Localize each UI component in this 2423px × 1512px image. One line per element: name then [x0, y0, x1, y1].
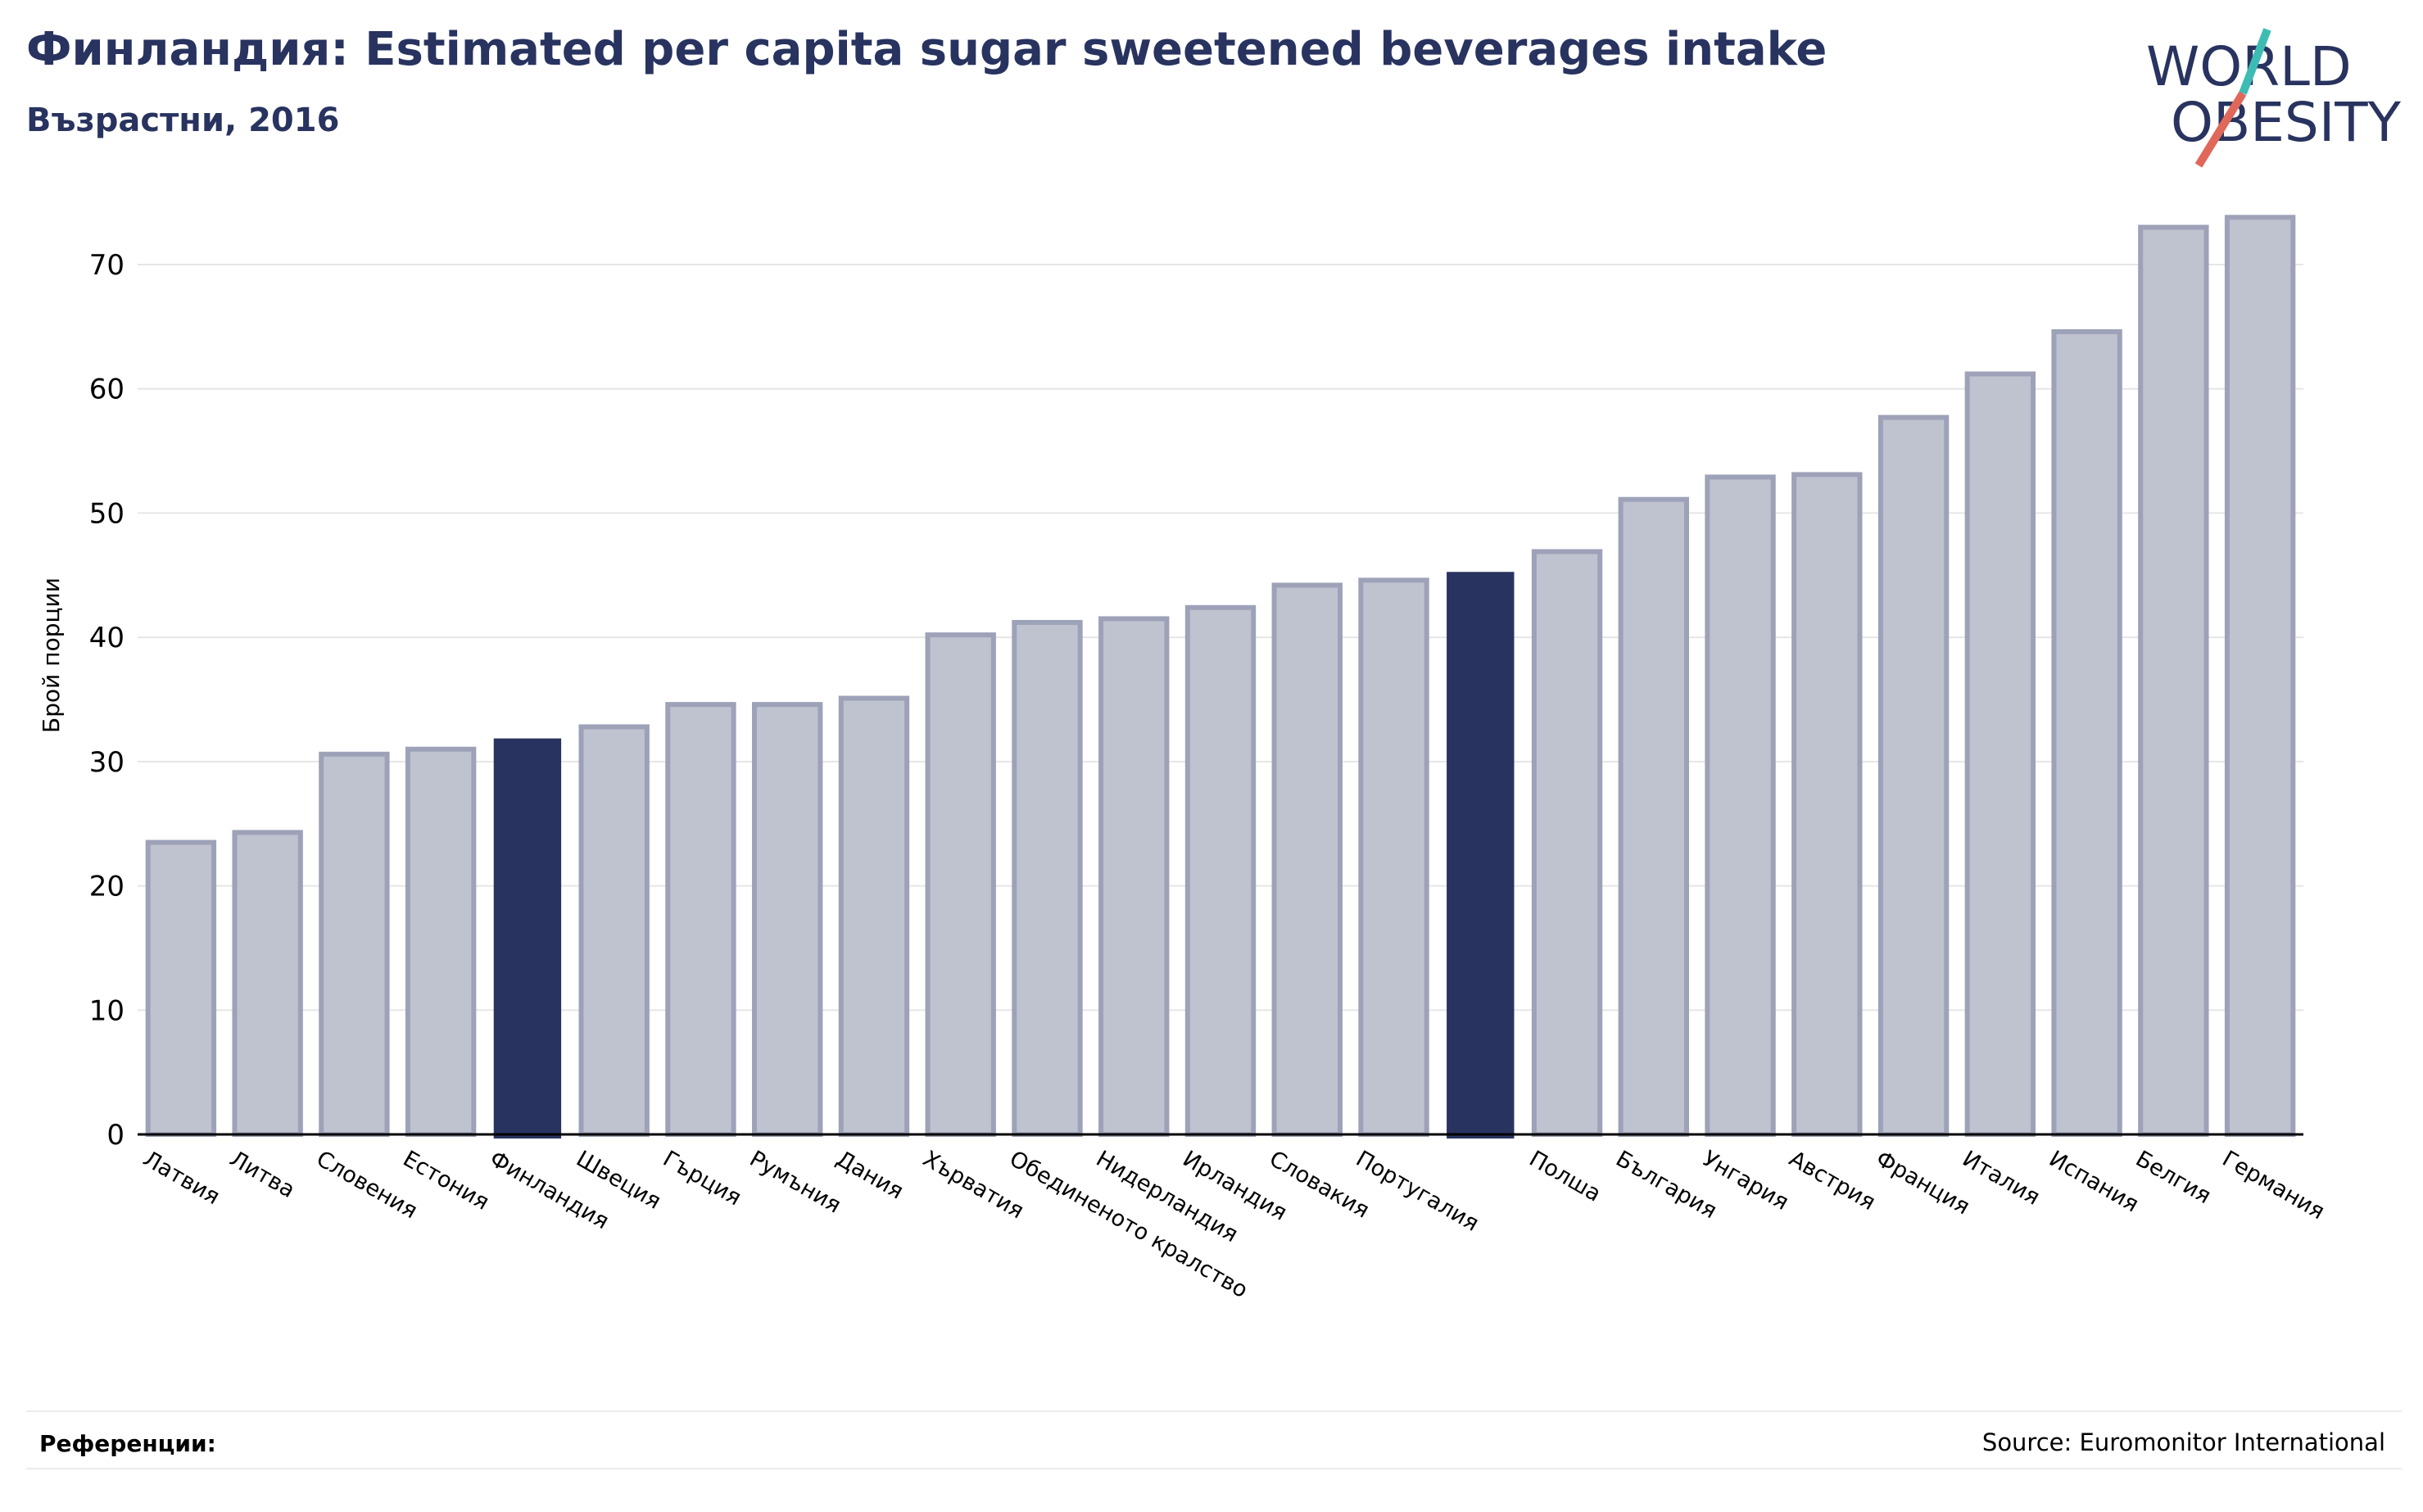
bar	[405, 746, 477, 1138]
x-tick-label: Португалия	[1352, 1146, 1483, 1237]
bar-highlighted	[493, 738, 562, 1139]
footer-bottom-divider	[26, 1468, 2402, 1469]
bar	[925, 632, 996, 1137]
bar	[1705, 474, 1776, 1137]
y-tick-label: 70	[89, 249, 125, 282]
world-obesity-logo: WORLD OBESITY	[2146, 28, 2402, 168]
bar	[578, 724, 650, 1137]
bar-chart: 0 10 20 30 40 50 60 70 Латвия Литва СловенияЕстон…	[38, 215, 2329, 1303]
bar	[1791, 472, 1863, 1137]
bar	[665, 702, 736, 1137]
bar	[838, 695, 910, 1137]
y-tick-label: 0	[106, 1119, 125, 1152]
x-tick-label: Литва	[225, 1146, 299, 1203]
bar	[232, 830, 303, 1137]
bar	[1012, 619, 1083, 1137]
source-text: Source: Euromonitor International	[1981, 1428, 2385, 1456]
bar	[2051, 328, 2122, 1137]
y-tick-labels: 0 10 20 30 40 50 60 70	[89, 249, 125, 1152]
bar	[1964, 371, 2036, 1138]
x-tick-labels: Латвия Литва СловенияЕстонияФинландияШвеци…	[138, 1146, 2329, 1303]
x-tick-label: Испания	[2045, 1146, 2143, 1217]
bar	[1098, 616, 1170, 1137]
y-tick-label: 20	[89, 871, 125, 903]
y-tick-label: 10	[89, 994, 125, 1027]
footer-top-divider	[26, 1410, 2402, 1412]
y-tick-label: 40	[89, 622, 125, 654]
x-tick-label: Гърция	[659, 1146, 745, 1211]
bar	[752, 702, 823, 1137]
x-tick-label: Латвия	[138, 1146, 224, 1210]
bar	[2224, 215, 2296, 1138]
bar	[2138, 224, 2209, 1137]
logo-slash-teal	[2239, 28, 2271, 95]
bar	[1877, 414, 1950, 1137]
y-tick-label: 30	[89, 746, 125, 779]
bar-highlighted	[1447, 572, 1515, 1139]
bar	[319, 751, 390, 1137]
x-tick-label: Румъния	[745, 1146, 845, 1218]
page-title: Финландия: Estimated per capita sugar sw…	[26, 23, 1827, 76]
bar	[145, 840, 217, 1137]
y-axis-label: Брой порции	[38, 577, 65, 733]
x-tick-label: Белгия	[2131, 1146, 2215, 1209]
bar	[1618, 496, 1689, 1137]
y-tick-label: 60	[89, 373, 125, 406]
y-tick-label: 50	[89, 497, 125, 530]
page-subtitle: Възрастни, 2016	[26, 102, 340, 139]
references-label: Референции:	[39, 1430, 216, 1457]
x-tick-label: Полша	[1525, 1146, 1606, 1207]
bar	[1184, 604, 1257, 1137]
bar	[1271, 582, 1343, 1137]
logo-slash-coral	[2194, 91, 2247, 168]
x-tick-label: Франция	[1872, 1146, 1974, 1220]
x-tick-label: Германия	[2218, 1146, 2330, 1225]
bar	[1358, 577, 1429, 1137]
bars-layer	[145, 215, 2296, 1139]
x-tick-label: Австрия	[1785, 1146, 1880, 1215]
bar	[1531, 549, 1603, 1137]
